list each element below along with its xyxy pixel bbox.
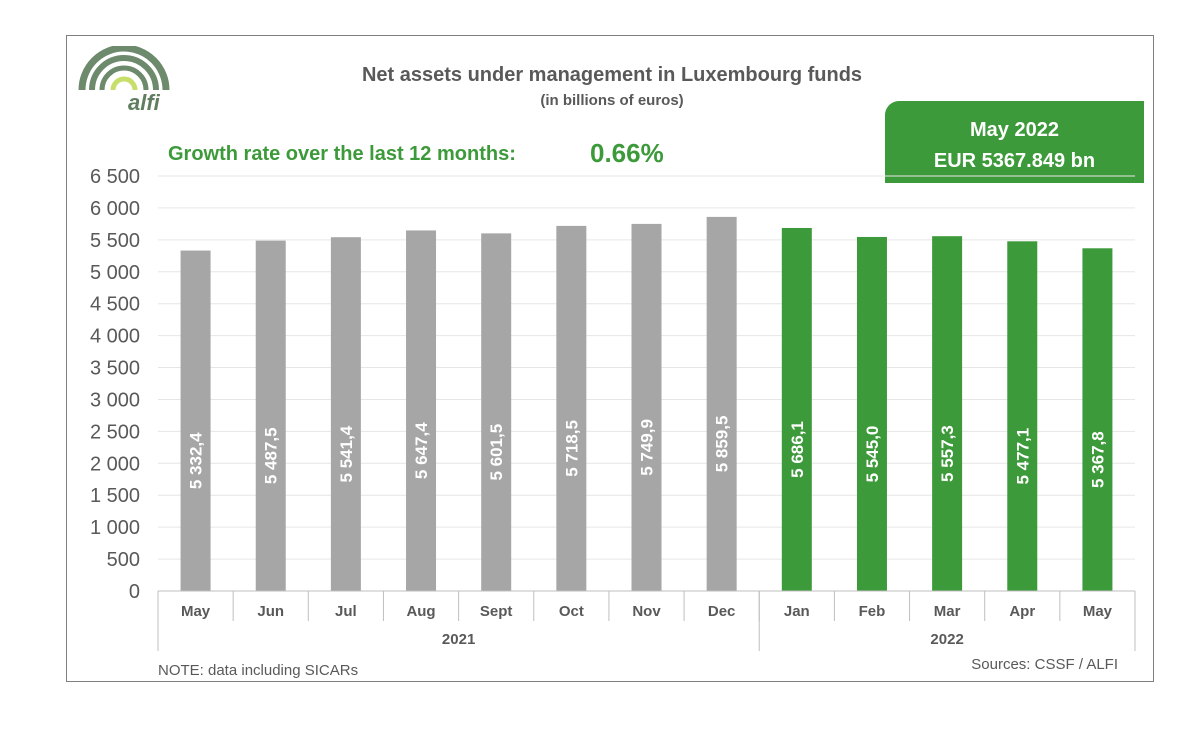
chart-subtitle: (in billions of euros) <box>540 92 684 109</box>
bar-value-label: 5 859,5 <box>713 416 732 473</box>
alfi-arch-icon <box>78 44 170 91</box>
bar-value-label: 5 647,4 <box>412 422 431 479</box>
x-tick-label: Sept <box>480 603 513 620</box>
y-tick-label: 3 500 <box>90 358 140 380</box>
bar <box>706 216 737 591</box>
footnote: NOTE: data including SICARs <box>158 662 359 679</box>
y-tick-label: 500 <box>107 549 140 571</box>
growth-rate-label: Growth rate over the last 12 months: <box>168 143 516 165</box>
bar <box>631 223 662 592</box>
x-tick-label: Feb <box>859 603 886 620</box>
y-tick-label: 2 500 <box>90 421 140 443</box>
latest-value-box: May 2022 EUR 5367.849 bn <box>885 101 1144 183</box>
x-tick-label: Apr <box>1009 603 1035 620</box>
x-tick-label: Jul <box>335 603 357 620</box>
bar <box>180 250 211 592</box>
year-group-label: 2021 <box>442 631 475 648</box>
x-tick-label: Jan <box>784 603 810 620</box>
x-tick-label: May <box>181 603 211 620</box>
x-tick-label: May <box>1083 603 1113 620</box>
x-tick-label: Mar <box>934 603 961 620</box>
bar-value-label: 5 686,1 <box>788 421 807 478</box>
bar <box>406 230 437 591</box>
bar-value-label: 5 487,5 <box>262 427 281 484</box>
bar <box>330 237 361 591</box>
alfi-logo <box>76 44 172 122</box>
y-tick-label: 4 000 <box>90 326 140 348</box>
bar <box>556 225 587 592</box>
y-tick-label: 6 000 <box>90 198 140 220</box>
bar-value-label: 5 601,5 <box>487 424 506 481</box>
x-tick-label: Nov <box>632 603 661 620</box>
bar <box>932 236 963 591</box>
x-tick-label: Aug <box>406 603 435 620</box>
bar <box>1082 248 1113 591</box>
y-tick-label: 1 000 <box>90 517 140 539</box>
bar-value-label: 5 367,8 <box>1088 431 1107 488</box>
bar <box>481 233 512 591</box>
x-tick-label: Jun <box>257 603 284 620</box>
bar-value-label: 5 545,0 <box>863 426 882 483</box>
bar-value-label: 5 477,1 <box>1013 428 1032 485</box>
growth-rate-value: 0.66% <box>590 138 664 168</box>
year-group-label: 2022 <box>930 631 963 648</box>
x-tick-label: Dec <box>708 603 736 620</box>
sources-note: Sources: CSSF / ALFI <box>971 656 1118 673</box>
bar-value-label: 5 541,4 <box>337 425 356 482</box>
latest-amount: EUR 5367.849 bn <box>933 150 1096 172</box>
y-tick-label: 6 500 <box>90 166 140 188</box>
bar <box>781 227 812 591</box>
bar <box>1007 241 1038 591</box>
bar-value-label: 5 332,4 <box>187 432 206 489</box>
x-tick-label: Oct <box>559 603 584 620</box>
bar-value-label: 5 718,5 <box>562 420 581 477</box>
chart-title: Net assets under management in Luxembour… <box>361 64 863 86</box>
y-tick-label: 5 000 <box>90 262 140 284</box>
y-tick-label: 0 <box>129 581 140 603</box>
bar-value-label: 5 557,3 <box>938 425 957 482</box>
logo-text: alfi <box>128 90 160 115</box>
bar-value-label: 5 749,9 <box>638 419 657 476</box>
y-tick-label: 1 500 <box>90 485 140 507</box>
y-tick-label: 5 500 <box>90 230 140 252</box>
bar <box>255 240 286 591</box>
bar <box>856 236 887 591</box>
y-tick-label: 2 000 <box>90 453 140 475</box>
y-tick-label: 4 500 <box>90 294 140 316</box>
latest-period: May 2022 <box>970 119 1059 141</box>
y-tick-label: 3 000 <box>90 389 140 411</box>
